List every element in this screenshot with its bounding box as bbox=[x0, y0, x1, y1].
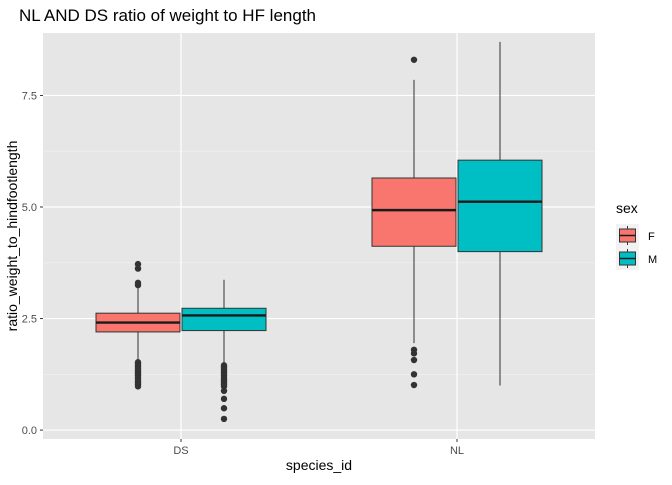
outlier-point bbox=[410, 56, 418, 63]
chart-title: NL AND DS ratio of weight to HF length bbox=[19, 6, 316, 25]
box-M-DS bbox=[181, 279, 267, 423]
legend: sex FM bbox=[616, 200, 657, 270]
iqr-box bbox=[181, 307, 267, 332]
outlier-point bbox=[220, 383, 228, 390]
outlier-point bbox=[134, 383, 142, 390]
box-F-DS bbox=[95, 260, 181, 390]
outlier-point bbox=[220, 395, 228, 403]
y-tick-label: 0.0 bbox=[22, 425, 37, 437]
outlier-point bbox=[220, 405, 228, 412]
outlier-point bbox=[410, 371, 418, 378]
y-tick-label: 5.0 bbox=[22, 202, 37, 214]
x-tick-label: NL bbox=[450, 445, 464, 457]
outlier-point bbox=[410, 356, 418, 364]
y-axis-label: ratio_weight_to_hindfootlength bbox=[4, 141, 20, 332]
outlier-point bbox=[134, 281, 142, 289]
x-axis-label: species_id bbox=[286, 457, 352, 473]
iqr-box bbox=[457, 159, 543, 253]
legend-item-F: F bbox=[616, 224, 655, 247]
legend-title: sex bbox=[616, 200, 638, 216]
legend-label: M bbox=[648, 254, 657, 266]
outlier-point bbox=[220, 387, 228, 395]
axes: 0.0 2.5 5.0 7.5 DS NL bbox=[22, 90, 464, 457]
y-tick-label: 2.5 bbox=[22, 314, 37, 326]
outlier-point bbox=[410, 381, 418, 389]
outlier-point bbox=[134, 260, 142, 268]
outlier-point bbox=[134, 265, 142, 272]
outlier-point bbox=[410, 350, 418, 357]
boxes bbox=[95, 41, 543, 423]
box-M-NL bbox=[457, 41, 543, 386]
iqr-box bbox=[371, 177, 457, 247]
y-tick-label: 7.5 bbox=[22, 90, 37, 102]
box-F-NL bbox=[371, 56, 457, 389]
legend-item-M: M bbox=[616, 247, 657, 270]
outlier-point bbox=[220, 415, 228, 423]
legend-label: F bbox=[648, 231, 655, 243]
x-tick-label: DS bbox=[173, 445, 188, 457]
